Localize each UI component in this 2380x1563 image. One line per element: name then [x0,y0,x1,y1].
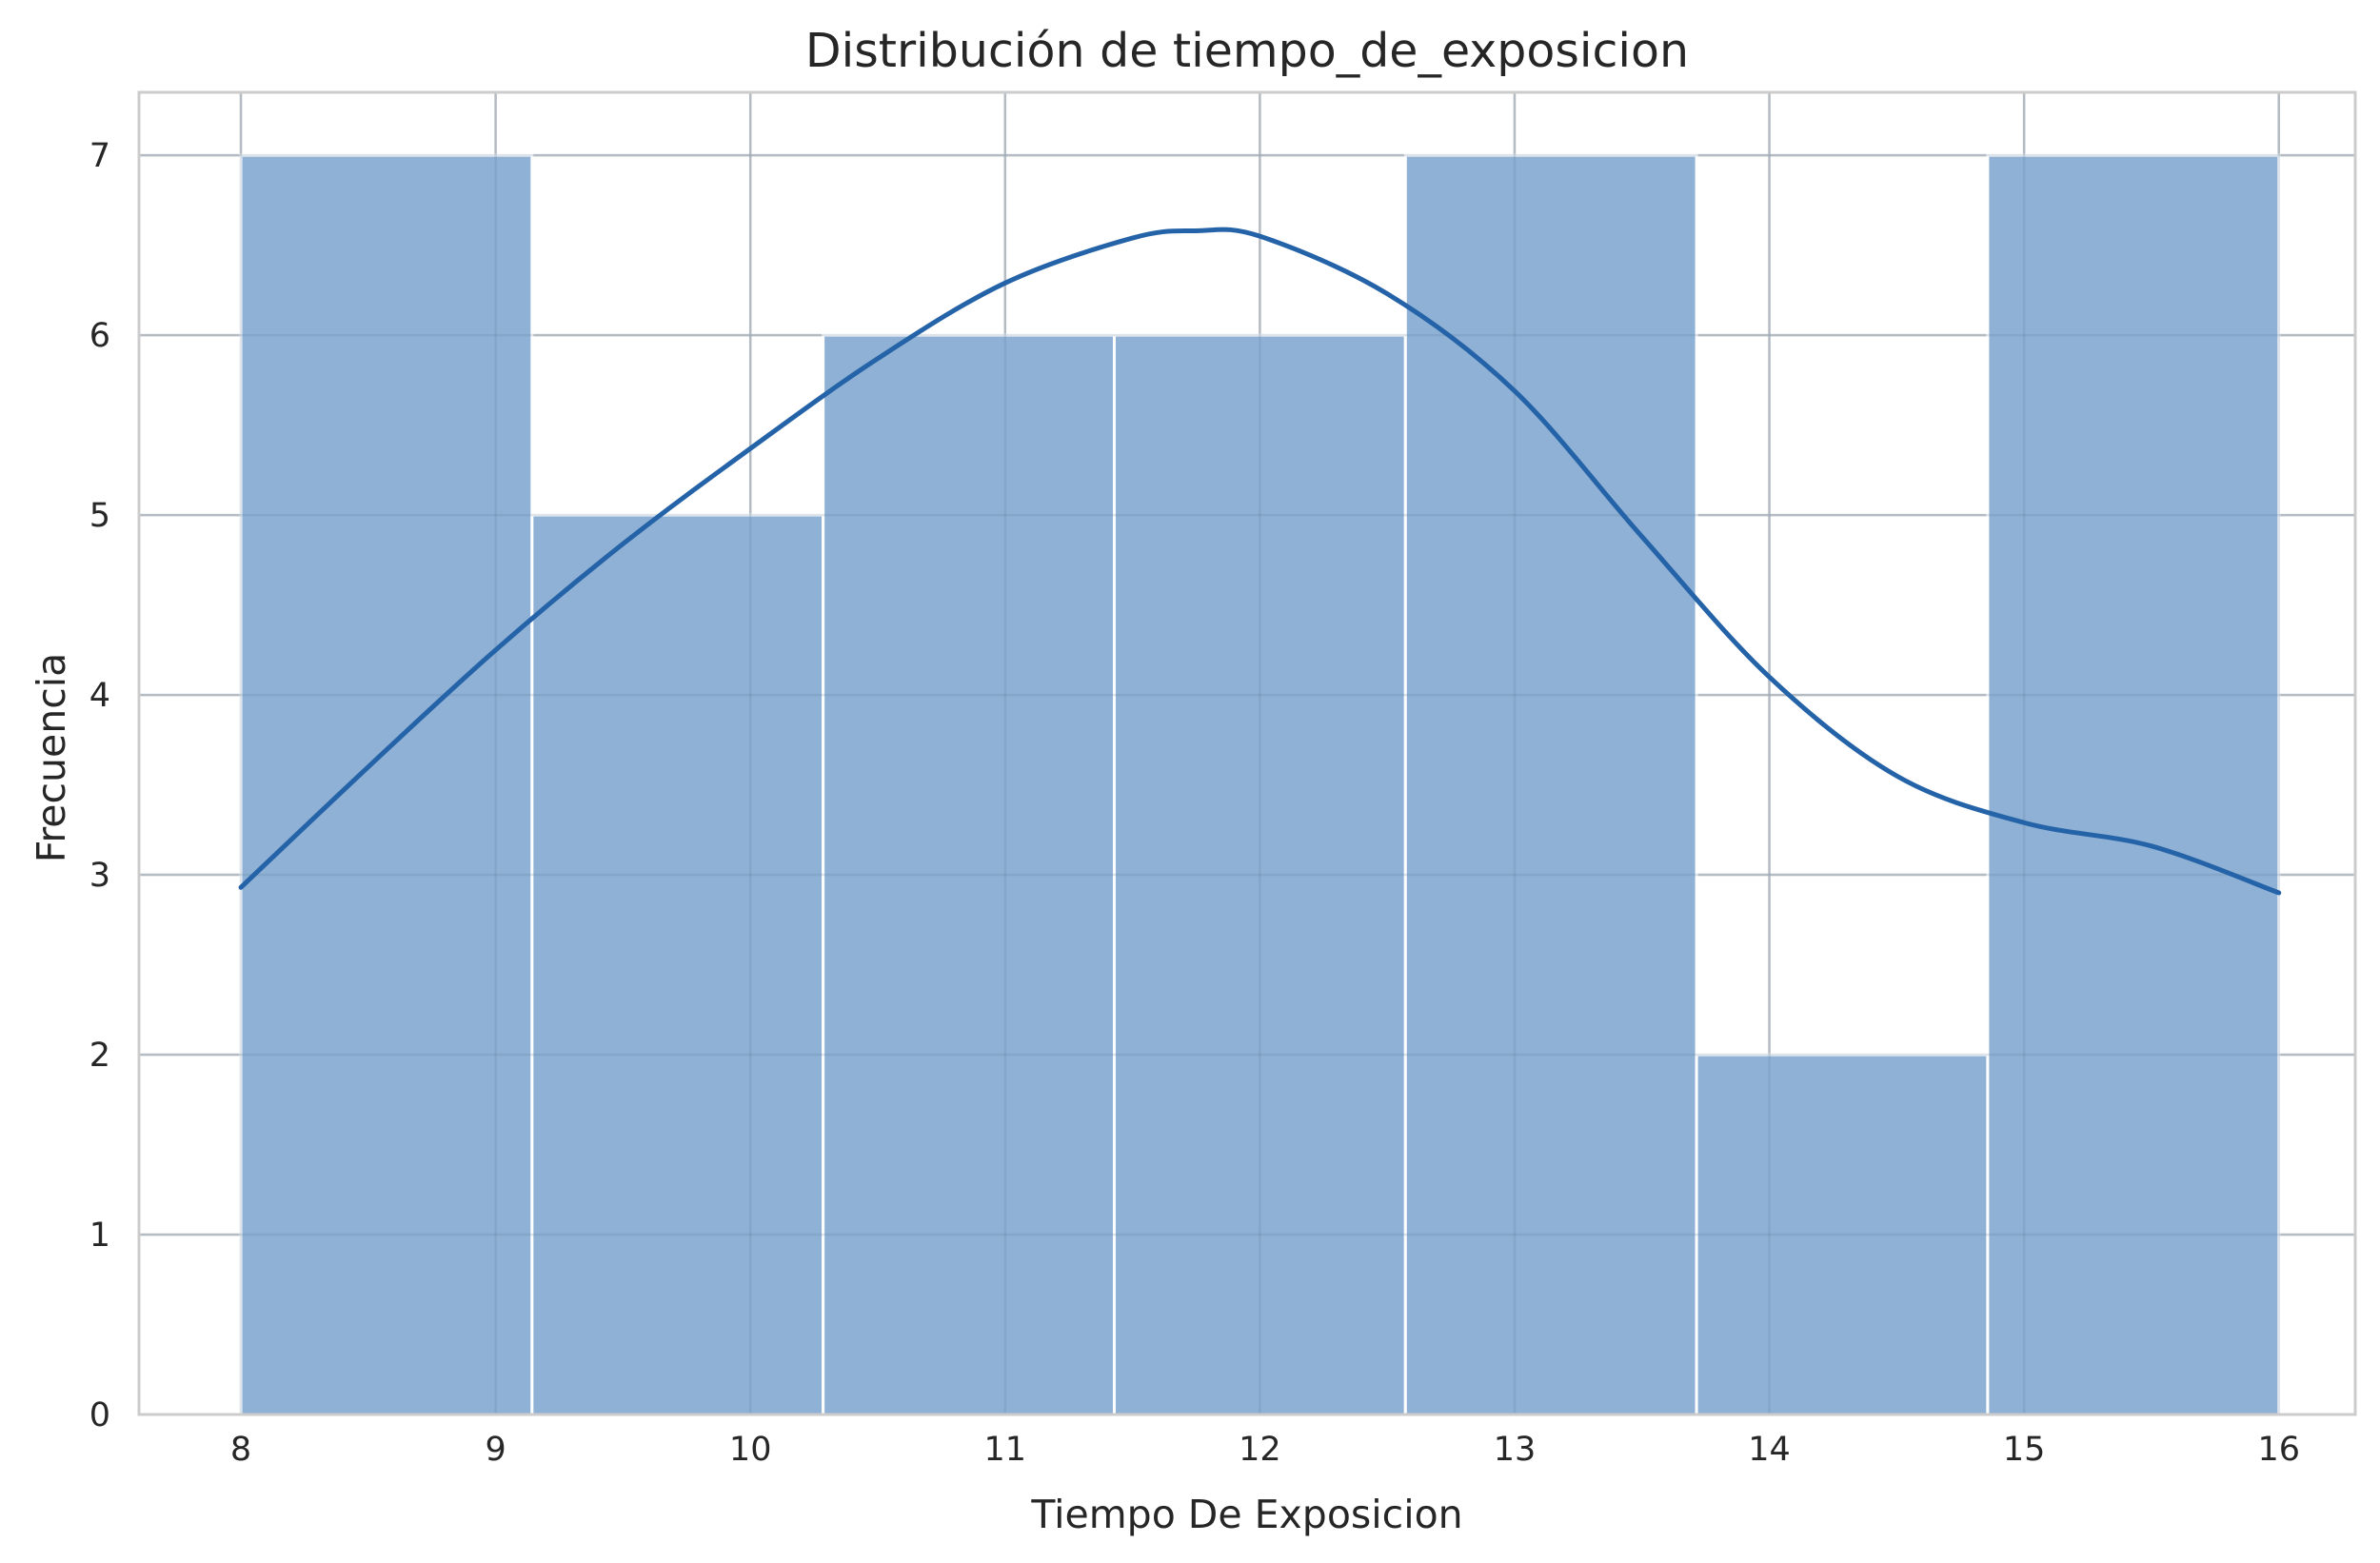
y-tick-label: 3 [89,857,110,895]
y-tick-label: 0 [89,1396,110,1434]
y-tick-label: 7 [89,137,110,175]
y-tick-label: 1 [89,1217,110,1255]
x-tick-label: 15 [2003,1431,2046,1469]
histogram-bar-5 [1403,153,1698,1416]
histogram-bar-7 [1986,153,2281,1416]
y-tick-label: 5 [89,497,110,535]
axes-frame-layer [137,90,2357,1416]
histogram-bar-4 [1112,333,1407,1416]
x-tick-label: 11 [984,1431,1027,1469]
x-tick-label: 13 [1494,1431,1537,1469]
y-axis-label: Frecuencia [29,653,74,863]
x-tick-label: 16 [2257,1431,2300,1469]
x-axis-label: Tiempo De Exposicion [1030,1492,1462,1537]
histogram-bar-3 [822,333,1116,1416]
chart-title: Distribución de tiempo_de_exposicion [805,24,1689,78]
y-tick-label: 4 [89,677,110,715]
x-tick-label: 8 [230,1431,251,1469]
histogram-bar-1 [239,153,534,1416]
x-tick-label: 10 [729,1431,772,1469]
histogram-bar-2 [530,513,825,1416]
bars-layer [139,92,2355,1416]
axes-frame [137,90,2357,1416]
kde-layer [238,227,2282,896]
x-tick-label: 12 [1239,1431,1281,1469]
x-tick-label: 14 [1748,1431,1791,1469]
histogram-bar-6 [1695,1053,1990,1416]
kde-curve [238,227,2282,896]
x-tick-label: 9 [485,1431,506,1469]
y-tick-label: 6 [89,317,110,355]
y-tick-label: 2 [89,1037,110,1075]
